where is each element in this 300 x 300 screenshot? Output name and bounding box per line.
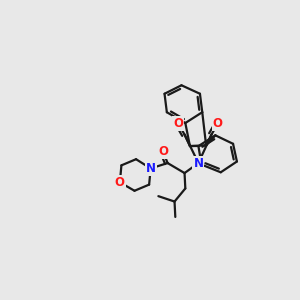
Text: O: O [115,176,125,189]
Text: O: O [213,117,223,130]
Text: N: N [146,162,156,175]
Text: N: N [194,157,203,169]
Text: O: O [158,145,168,158]
Text: O: O [173,117,183,130]
